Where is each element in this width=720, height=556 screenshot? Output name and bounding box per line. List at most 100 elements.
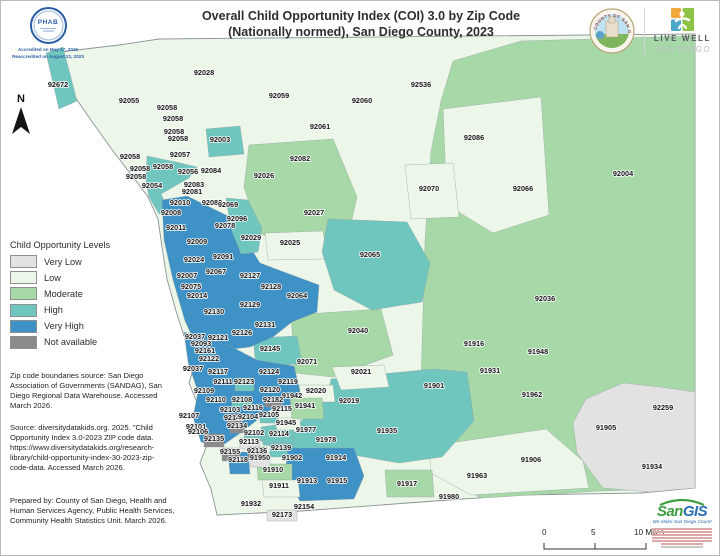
zip-label-92107: 92107 (179, 411, 199, 420)
zip-label-92109: 92109 (194, 386, 214, 395)
zip-label-92127: 92127 (240, 271, 260, 280)
zip-label-92058: 92058 (126, 172, 146, 181)
sangis-tagline: We Make San Diego Count! (652, 520, 712, 525)
zip-label-92093: 92093 (191, 339, 211, 348)
zip-label-92182: 92182 (263, 395, 283, 404)
zip-label-91901: 91901 (424, 381, 444, 390)
zip-label-92070: 92070 (419, 184, 439, 193)
zip-label-92020: 92020 (306, 386, 326, 395)
zip-label-92121: 92121 (208, 333, 228, 342)
zip-label-91906: 91906 (521, 455, 541, 464)
zip-label-91977: 91977 (296, 425, 316, 434)
scale-bar: 0 5 10 Miles (542, 528, 677, 550)
region-92182 (264, 396, 283, 408)
zip-label-92010: 92010 (170, 198, 190, 207)
zip-label-92008: 92008 (161, 208, 181, 217)
zip-label-92118: 92118 (228, 455, 248, 464)
region-92145 (252, 335, 303, 367)
legend-label: Low (44, 272, 61, 283)
zip-label-91942: 91942 (282, 391, 302, 400)
scale-label-5: 5 (591, 528, 596, 537)
phab-reaccredited-line: Reaccredited on August 21, 2023 (12, 53, 84, 59)
livewell-logo: LIVE WELL SAN DIEGO (654, 7, 711, 54)
zip-label-91934: 91934 (642, 462, 663, 471)
zip-label-92058: 92058 (130, 164, 150, 173)
zip-label-91941: 91941 (295, 401, 315, 410)
note-boundaries-source: Zip code boundaries source: San Diego As… (10, 370, 162, 410)
legend-label: Very Low (44, 256, 82, 267)
livewell-text-1: LIVE WELL (653, 34, 711, 43)
phab-seal: PHAB Accredited on May 17, 2016 Reaccred… (11, 7, 85, 61)
phab-decor-line (42, 30, 54, 32)
legend-swatch-high (10, 303, 37, 317)
sangis-logo: SanGIS We Make San Diego Count! (646, 498, 718, 549)
zip-label-91905: 91905 (596, 423, 616, 432)
county-seal-icon: COUNTY OF SAN DIEGO (589, 8, 635, 54)
zip-label-92024: 92024 (184, 255, 205, 264)
zip-label-92037: 92037 (185, 332, 205, 341)
region-92135 (203, 433, 225, 448)
note-prepared-by: Prepared by: County of San Diego, Health… (10, 495, 175, 525)
sangis-swoosh-icon (659, 498, 705, 506)
zip-label-92115: 92115 (272, 404, 292, 413)
zip-label-92029: 92029 (241, 233, 261, 242)
zip-label-92083: 92083 (184, 180, 204, 189)
legend-item-verylow: Very Low (10, 255, 150, 268)
zip-label-92131: 92131 (255, 320, 275, 329)
legend-swatch-vhigh (10, 319, 37, 333)
legend-item-vhigh: Very High (10, 319, 150, 333)
region-desert-verylow (572, 382, 696, 493)
zip-label-92161: 92161 (195, 346, 215, 355)
legend-label: Moderate (44, 288, 83, 299)
zip-label-92173: 92173 (272, 510, 292, 519)
zip-label-92139: 92139 (271, 443, 291, 452)
zip-label-92672: 92672 (48, 80, 68, 89)
region-91911 (261, 479, 301, 498)
zip-label-92124: 92124 (259, 367, 280, 376)
zip-label-91931: 91931 (480, 366, 500, 375)
zip-label-92145: 92145 (260, 344, 280, 353)
zip-label-92058: 92058 (120, 152, 140, 161)
zip-label-92105: 92105 (259, 410, 279, 419)
zip-label-92037: 92037 (183, 364, 203, 373)
zip-label-92054: 92054 (142, 181, 163, 190)
phab-word: PHAB (37, 19, 59, 27)
zip-label-92126: 92126 (232, 328, 252, 337)
region-92114 (265, 429, 295, 444)
zip-label-91948: 91948 (528, 347, 548, 356)
zip-label-91932: 91932 (241, 499, 261, 508)
zip-label-92120: 92120 (260, 385, 280, 394)
zip-label-92078: 92078 (215, 221, 235, 230)
north-arrow-icon (12, 107, 30, 134)
zip-label-92111: 92111 (213, 377, 233, 386)
zip-label-92081: 92081 (182, 187, 202, 196)
zip-label-92084: 92084 (201, 166, 222, 175)
legend-items: Very Low Low Moderate High Very High Not avai… (10, 255, 150, 349)
region-92021 (331, 364, 390, 391)
zip-label-92058: 92058 (163, 114, 183, 123)
zip-label-92102: 92102 (244, 428, 264, 437)
legend-swatch-moderate (10, 287, 37, 301)
sangis-name-gis: GIS (682, 503, 708, 520)
zip-label-92058: 92058 (153, 162, 173, 171)
zip-label-92059: 92059 (269, 91, 289, 100)
zip-label-91913: 91913 (297, 476, 317, 485)
zip-label-92009: 92009 (187, 237, 207, 246)
sangis-name-san: San (656, 503, 684, 520)
legend-item-low: Low (10, 271, 150, 285)
legend-swatch-verylow (10, 255, 37, 268)
zip-label-91914: 91914 (326, 453, 347, 462)
legend-label: High (44, 305, 63, 316)
region-92065 (321, 218, 431, 311)
zip-label-92091: 92091 (213, 252, 233, 261)
zip-label-92130: 92130 (204, 307, 224, 316)
logo-divider (643, 7, 645, 54)
zip-label-92259: 92259 (653, 403, 673, 412)
zip-label-92128: 92128 (261, 282, 281, 291)
region-92105 (259, 411, 279, 424)
zip-label-91910: 91910 (263, 465, 283, 474)
scale-bar-line (543, 543, 647, 550)
zip-label-92129: 92129 (240, 300, 260, 309)
zip-label-92014: 92014 (187, 291, 208, 300)
